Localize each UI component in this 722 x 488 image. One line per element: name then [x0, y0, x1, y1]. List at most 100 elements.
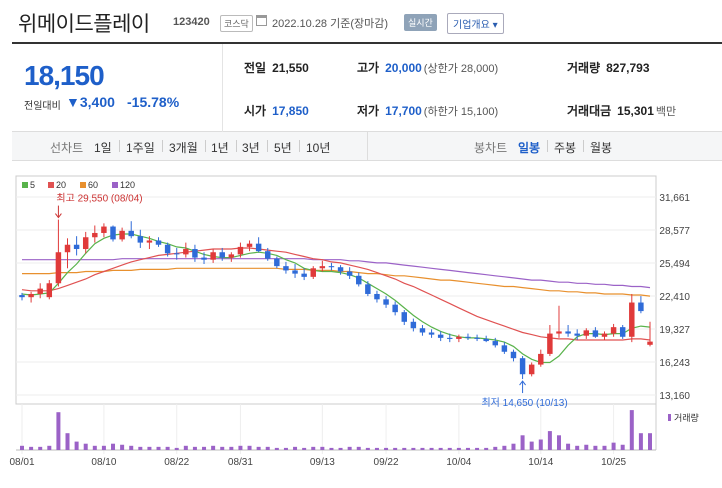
volume-bar	[274, 447, 279, 450]
x-tick-label: 08/22	[164, 457, 189, 468]
volume-bar	[47, 445, 52, 450]
period-3y[interactable]: 3년	[242, 141, 260, 155]
volume-bar	[329, 447, 334, 450]
period-1w[interactable]: 1주일	[126, 141, 155, 155]
period-monthly[interactable]: 월봉	[590, 141, 613, 155]
candle-body	[137, 236, 144, 243]
amount-label: 거래대금	[567, 104, 612, 118]
change-label: 전일대비	[24, 101, 61, 112]
volume-bar	[402, 447, 407, 450]
candle-body	[365, 284, 371, 294]
candle-body	[401, 312, 407, 322]
low-price: 저가 17,700 (하한가 15,100)	[357, 102, 498, 119]
candle-chart-label: 봉차트	[474, 141, 508, 155]
realtime-button[interactable]: 실시간	[404, 14, 437, 31]
x-tick-label: 09/22	[374, 457, 399, 468]
volume-bar	[165, 446, 170, 450]
volume-bar	[338, 447, 343, 450]
candle-body	[374, 293, 380, 300]
x-tick-label: 08/31	[228, 457, 253, 468]
ma60-line	[22, 267, 651, 297]
candle-body	[319, 266, 326, 269]
candle-body	[510, 351, 517, 359]
volume-bar	[593, 445, 598, 450]
volume-bar	[256, 446, 261, 450]
period-1y[interactable]: 1년	[211, 141, 229, 155]
volume-bar	[92, 445, 97, 450]
period-weekly[interactable]: 주봉	[554, 141, 577, 155]
volume-bar	[429, 447, 434, 450]
period-1d[interactable]: 1일	[94, 141, 112, 155]
legend-label: 20	[56, 180, 66, 190]
x-tick-label: 08/01	[9, 457, 34, 468]
candle-body	[519, 358, 526, 375]
price-plot-area	[15, 175, 657, 405]
volume-bar	[220, 446, 225, 450]
current-price: 18,150	[24, 60, 105, 91]
open-price: 시가 17,850	[244, 102, 309, 119]
stock-code: 123420	[173, 16, 210, 28]
volume-bar	[265, 446, 270, 450]
y-tick-label: 28,577	[659, 226, 690, 237]
ma20-line	[21, 247, 651, 341]
ma120-line	[22, 258, 651, 289]
volume-bar	[365, 447, 370, 450]
candle-body	[73, 244, 80, 250]
volume-bar	[520, 435, 525, 450]
volume-bar	[575, 445, 580, 450]
period-10y[interactable]: 10년	[306, 141, 331, 155]
period-daily[interactable]: 일봉	[518, 141, 541, 155]
low-annotation: 최저 14,650 (10/13)	[481, 397, 567, 409]
candle-body	[255, 243, 262, 252]
x-tick-label: 10/25	[601, 457, 626, 468]
candle-body	[155, 240, 162, 245]
volume-bar	[320, 446, 325, 450]
high-annotation: 최고 29,550 (08/04)	[56, 193, 142, 205]
prev-close-value: 21,550	[272, 61, 309, 75]
candle-body	[19, 295, 25, 298]
volume-bar	[38, 446, 43, 450]
candle-body	[346, 271, 353, 276]
candle-body	[574, 333, 580, 336]
candle-body	[246, 243, 253, 247]
low-arrow-head	[519, 380, 526, 386]
candle-body	[619, 327, 626, 337]
candle-body	[465, 336, 471, 338]
candle-body	[419, 328, 426, 333]
candle-body	[146, 240, 153, 243]
x-tick-label: 09/13	[310, 457, 335, 468]
candle-body	[428, 332, 435, 335]
market-badge: 코스닥	[220, 15, 253, 32]
volume-bar	[420, 447, 425, 450]
y-tick-label: 13,160	[659, 391, 690, 402]
volume-bar	[293, 446, 298, 450]
volume-bar	[174, 447, 179, 450]
volume-bar	[529, 441, 534, 450]
amount-value: 15,301	[617, 104, 654, 118]
volume-bar	[620, 444, 625, 450]
lower-limit: (하한가 15,100)	[423, 106, 499, 118]
volume-bar	[156, 446, 161, 450]
candle-body	[538, 353, 544, 365]
candle-body	[37, 288, 43, 294]
volume-bar	[411, 447, 416, 450]
stock-header: 위메이드플레이 123420 코스닥 2022.10.28 기준(장마감) 실시…	[0, 0, 722, 42]
candle-body	[164, 244, 171, 254]
stock-chart: 5 20 60 120 31,661 28,577 25,494 22,410 19,327 16…	[9, 175, 699, 468]
period-5y[interactable]: 5년	[274, 141, 292, 155]
high-arrow-head	[55, 213, 62, 219]
candle-body	[228, 254, 235, 258]
volume-bar	[111, 443, 116, 450]
volume-bar	[456, 447, 461, 450]
volume-legend-swatch	[668, 414, 671, 421]
volume-bar	[238, 445, 243, 450]
calendar-icon	[256, 15, 267, 26]
period-3m[interactable]: 3개월	[169, 141, 198, 155]
corp-info-button[interactable]: 기업개요 ▾	[447, 13, 504, 34]
candle-body	[292, 270, 298, 274]
candle-body	[392, 304, 398, 313]
candle-body	[192, 249, 198, 258]
candle-body	[210, 252, 216, 260]
quote-panel: 18,150 전일대비 ▼3,400 -15.78% 전일 21,550 고가 20…	[12, 42, 722, 132]
volume-bar	[384, 447, 389, 450]
